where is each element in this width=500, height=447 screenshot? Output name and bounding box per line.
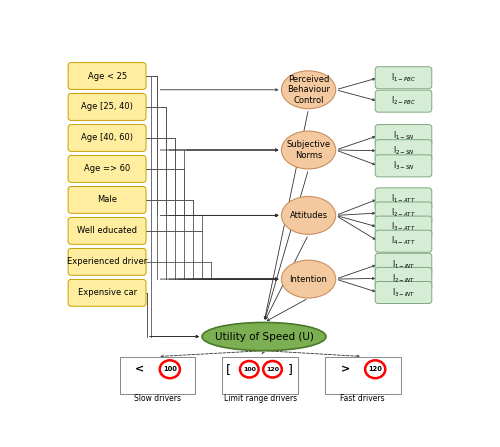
- Text: >: >: [341, 364, 350, 374]
- Circle shape: [263, 361, 282, 378]
- Text: Limit range drivers: Limit range drivers: [224, 394, 296, 403]
- Ellipse shape: [282, 260, 336, 298]
- FancyBboxPatch shape: [375, 216, 432, 238]
- Text: I$_{2-SN}$: I$_{2-SN}$: [392, 144, 414, 157]
- FancyBboxPatch shape: [68, 279, 146, 306]
- Text: I$_{2-INT}$: I$_{2-INT}$: [392, 272, 415, 285]
- FancyBboxPatch shape: [375, 202, 432, 224]
- Text: Age [40, 60): Age [40, 60): [81, 134, 133, 143]
- FancyBboxPatch shape: [375, 67, 432, 89]
- FancyBboxPatch shape: [68, 93, 146, 120]
- FancyBboxPatch shape: [68, 218, 146, 245]
- Text: 100: 100: [243, 367, 256, 372]
- Text: 120: 120: [266, 367, 279, 372]
- Text: I$_{3-INT}$: I$_{3-INT}$: [392, 286, 415, 299]
- FancyBboxPatch shape: [375, 267, 432, 289]
- Text: Male: Male: [97, 195, 117, 204]
- Text: Attitudes: Attitudes: [290, 211, 328, 220]
- Circle shape: [240, 361, 258, 378]
- Ellipse shape: [282, 71, 336, 109]
- FancyBboxPatch shape: [375, 125, 432, 147]
- Ellipse shape: [282, 131, 336, 169]
- Text: Age < 25: Age < 25: [88, 72, 126, 80]
- Text: I$_{1-SN}$: I$_{1-SN}$: [392, 129, 414, 142]
- Text: Age => 60: Age => 60: [84, 164, 130, 173]
- FancyBboxPatch shape: [375, 139, 432, 162]
- Ellipse shape: [282, 197, 336, 234]
- Text: I$_{1-INT}$: I$_{1-INT}$: [392, 258, 415, 270]
- Text: Perceived
Behaviour
Control: Perceived Behaviour Control: [287, 75, 330, 105]
- Text: Experienced driver: Experienced driver: [67, 257, 147, 266]
- FancyBboxPatch shape: [375, 155, 432, 177]
- Text: I$_{1-ATT}$: I$_{1-ATT}$: [391, 193, 416, 205]
- Text: <: <: [136, 364, 144, 374]
- Text: I$_{2-ATT}$: I$_{2-ATT}$: [391, 207, 416, 219]
- Text: Intention: Intention: [290, 274, 328, 283]
- Text: Utility of Speed (U): Utility of Speed (U): [214, 332, 314, 342]
- Text: Well educated: Well educated: [77, 226, 137, 236]
- Circle shape: [365, 360, 386, 378]
- FancyBboxPatch shape: [68, 186, 146, 213]
- FancyBboxPatch shape: [375, 90, 432, 112]
- FancyBboxPatch shape: [375, 282, 432, 304]
- Text: Age [25, 40): Age [25, 40): [81, 102, 133, 111]
- Text: Subjective
Norms: Subjective Norms: [286, 140, 331, 160]
- Ellipse shape: [202, 322, 326, 351]
- Text: ]: ]: [288, 363, 293, 376]
- FancyBboxPatch shape: [325, 357, 400, 394]
- FancyBboxPatch shape: [68, 63, 146, 89]
- Text: I$_{4-ATT}$: I$_{4-ATT}$: [391, 235, 416, 248]
- FancyBboxPatch shape: [375, 253, 432, 275]
- Text: I$_{2-PBC}$: I$_{2-PBC}$: [391, 95, 416, 107]
- Text: I$_{1-PBC}$: I$_{1-PBC}$: [391, 72, 416, 84]
- FancyBboxPatch shape: [68, 249, 146, 275]
- FancyBboxPatch shape: [68, 156, 146, 182]
- Text: 100: 100: [163, 366, 177, 372]
- Text: I$_{3-SN}$: I$_{3-SN}$: [392, 160, 414, 172]
- FancyBboxPatch shape: [375, 230, 432, 252]
- Circle shape: [160, 360, 180, 378]
- Text: Expensive car: Expensive car: [78, 288, 136, 297]
- Text: I$_{3-ATT}$: I$_{3-ATT}$: [391, 221, 416, 233]
- FancyBboxPatch shape: [222, 357, 298, 394]
- Text: 120: 120: [368, 366, 382, 372]
- FancyBboxPatch shape: [375, 188, 432, 210]
- Text: [: [: [226, 363, 231, 376]
- Text: Fast drivers: Fast drivers: [340, 394, 385, 403]
- FancyBboxPatch shape: [68, 125, 146, 152]
- FancyBboxPatch shape: [120, 357, 195, 394]
- Text: Slow drivers: Slow drivers: [134, 394, 181, 403]
